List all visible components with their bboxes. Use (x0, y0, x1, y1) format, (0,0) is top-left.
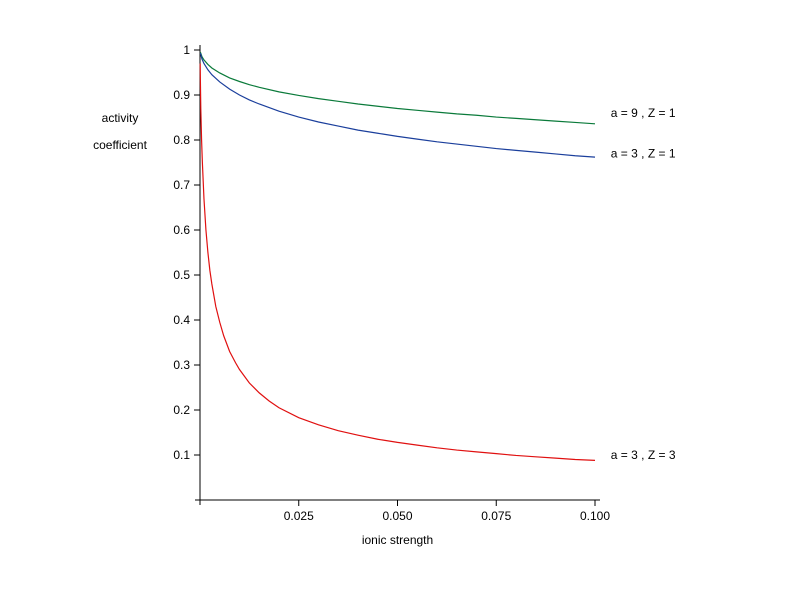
x-tick-label: 0.100 (580, 509, 610, 523)
y-tick-label: 0.5 (173, 268, 190, 282)
chart-container: 0.1 0.2 0.3 0.4 0.5 0.6 0.7 0.8 0.9 1 0.025 0.050 0.… (0, 0, 800, 600)
y-tick-label: 0.9 (173, 88, 190, 102)
series-label-a3z1: a = 3 , Z = 1 (611, 147, 676, 161)
x-axis-label: ionic strength (362, 533, 433, 547)
series-label-a3z3: a = 3 , Z = 3 (611, 448, 676, 462)
x-tick-label: 0.025 (284, 509, 314, 523)
y-tick-label: 0.3 (173, 358, 190, 372)
y-tick-label: 0.8 (173, 133, 190, 147)
y-axis-label-1: activity (102, 111, 139, 125)
y-tick-label: 0.2 (173, 403, 190, 417)
series-a3z3 (200, 64, 595, 461)
line-chart: 0.1 0.2 0.3 0.4 0.5 0.6 0.7 0.8 0.9 1 0.025 0.050 0.… (0, 0, 800, 600)
y-tick-label: 0.7 (173, 178, 190, 192)
x-tick-label: 0.075 (481, 509, 511, 523)
series-label-a9z1: a = 9 , Z = 1 (611, 106, 676, 120)
y-axis-label-2: coefficient (93, 138, 147, 152)
series-a3z1 (200, 53, 595, 157)
x-tick-label: 0.050 (382, 509, 412, 523)
y-tick-label: 0.4 (173, 313, 190, 327)
y-tick-label: 0.6 (173, 223, 190, 237)
series-a9z1 (200, 52, 595, 124)
y-tick-label: 0.1 (173, 448, 190, 462)
y-tick-label: 1 (183, 43, 190, 57)
